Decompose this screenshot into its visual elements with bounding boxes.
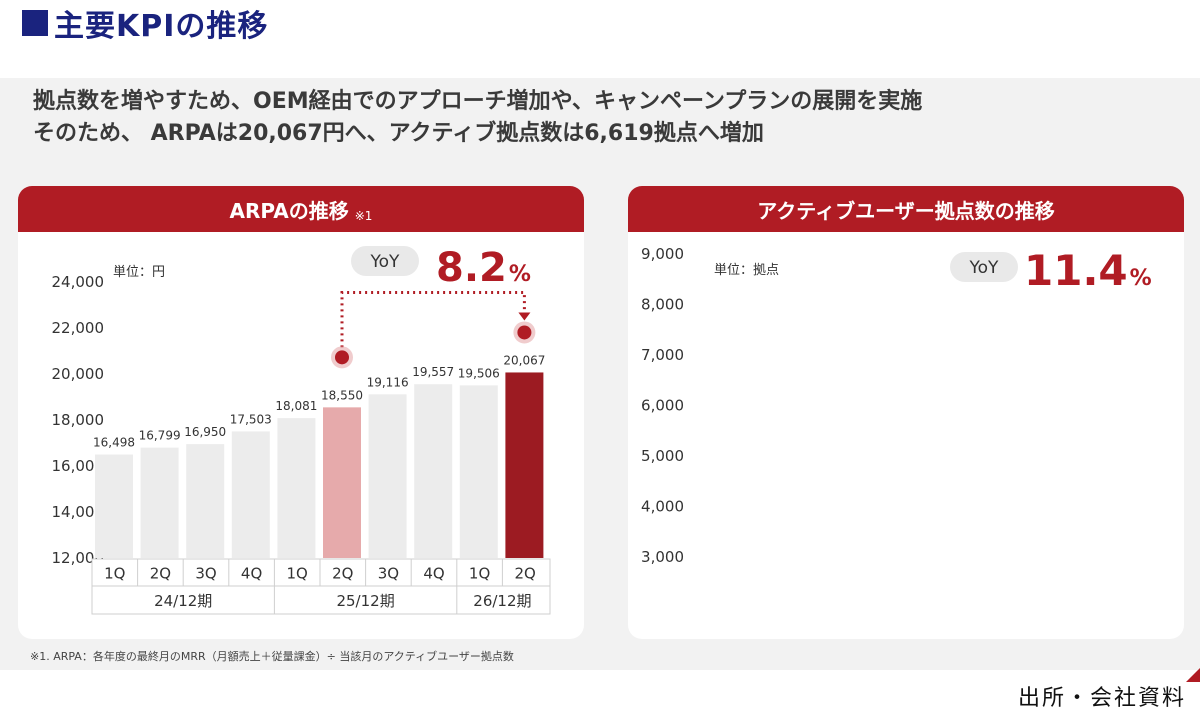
y-tick-label: 4,000 bbox=[641, 498, 684, 516]
bar-value-label: 19,506 bbox=[458, 366, 500, 380]
yoy-unit: % bbox=[509, 262, 531, 287]
bar bbox=[368, 394, 407, 558]
category-label: 1Q bbox=[469, 565, 490, 583]
y-tick-label: 24,000 bbox=[52, 273, 105, 291]
category-label: 3Q bbox=[195, 565, 216, 583]
arpa-bar-chart: 12,000 14,000 16,000 18,000 20,000 22,000 24,0… bbox=[52, 245, 551, 615]
yoy-value: 11.4 bbox=[1024, 246, 1128, 295]
arpa-chart-title-note: ※1 bbox=[354, 209, 373, 223]
y-tick-label: 9,000 bbox=[641, 245, 684, 263]
category-label: 1Q bbox=[104, 565, 125, 583]
y-tick-label: 22,000 bbox=[52, 319, 105, 337]
bar-value-label: 19,557 bbox=[412, 365, 454, 379]
yoy-connector bbox=[340, 290, 526, 348]
yoy-arrowhead bbox=[518, 312, 531, 321]
category-label: 3Q bbox=[378, 565, 399, 583]
yoy-label: YoY bbox=[370, 252, 401, 272]
active-users-bar-chart: 3,000 4,000 5,000 6,000 7,000 8,000 9,000 単位：拠点… bbox=[641, 245, 1152, 566]
source-note: 出所・会社資料 bbox=[1017, 686, 1186, 711]
headline: 拠点数を増やすため、OEM経由でのアプローチ増加や、キャンペーンプランの展開を実… bbox=[33, 86, 1183, 150]
bar bbox=[186, 444, 225, 558]
bar-value-label: 16,498 bbox=[93, 436, 135, 450]
headline-line-2: そのため、 ARPAは20,067円へ、アクティブ拠点数は6,619拠点へ増加 bbox=[33, 121, 764, 146]
active-users-chart-card: アクティブユーザー拠点数の推移 3,000 4,000 5,000 6,000 7,00… bbox=[628, 186, 1184, 639]
bar bbox=[505, 372, 544, 558]
footnote: ※1. ARPA：各年度の最終月のMRR（月額売上＋従量課金）÷ 当該月のアクテ… bbox=[30, 650, 514, 663]
arpa-chart-title: ARPAの推移 bbox=[229, 198, 349, 223]
group-label: 26/12期 bbox=[473, 592, 531, 610]
yoy-value: 8.2 bbox=[436, 245, 507, 291]
y-tick-label: 5,000 bbox=[641, 447, 684, 465]
bar-value-label: 16,950 bbox=[184, 425, 226, 439]
active-users-chart-title: アクティブユーザー拠点数の推移 bbox=[757, 198, 1055, 223]
y-tick-label: 20,000 bbox=[52, 365, 105, 383]
y-tick-label: 8,000 bbox=[641, 296, 684, 314]
group-label: 24/12期 bbox=[154, 592, 212, 610]
yoy-label: YoY bbox=[969, 258, 1000, 278]
page-title: 主要KPIの推移 bbox=[22, 2, 268, 44]
highlight-marker bbox=[335, 350, 349, 365]
bar bbox=[323, 407, 361, 558]
y-tick-label: 14,000 bbox=[52, 503, 105, 521]
headline-line-1: 拠点数を増やすため、OEM経由でのアプローチ増加や、キャンペーンプランの展開を実… bbox=[33, 89, 923, 114]
category-label: 2Q bbox=[515, 565, 536, 583]
yoy-pill bbox=[351, 246, 419, 276]
y-tick-label: 16,000 bbox=[52, 457, 105, 475]
category-label: 2Q bbox=[332, 565, 353, 583]
category-label: 2Q bbox=[150, 565, 171, 583]
category-label: 1Q bbox=[287, 565, 308, 583]
unit-label: 単位：円 bbox=[113, 264, 165, 280]
bar-value-label: 16,799 bbox=[139, 429, 181, 443]
bar bbox=[414, 384, 453, 558]
active-users-chart-header: アクティブユーザー拠点数の推移 bbox=[628, 186, 1184, 232]
unit-label: 単位：拠点 bbox=[714, 262, 779, 278]
y-tick-label: 7,000 bbox=[641, 346, 684, 364]
bar-value-label: 18,550 bbox=[321, 388, 363, 402]
bar bbox=[277, 418, 316, 558]
title-square-icon bbox=[22, 10, 48, 36]
bar-value-label: 17,503 bbox=[230, 412, 272, 426]
yoy-unit: % bbox=[1130, 266, 1152, 291]
y-tick-label: 6,000 bbox=[641, 397, 684, 415]
arpa-chart-card: ARPAの推移 ※1 12,000 14,000 16,000 18,000 20,00… bbox=[18, 186, 584, 639]
arpa-chart-header: ARPAの推移 ※1 bbox=[18, 186, 584, 232]
yoy-pill bbox=[950, 252, 1018, 282]
bar bbox=[231, 431, 270, 558]
page-title-text: 主要KPIの推移 bbox=[54, 9, 269, 44]
highlight-marker bbox=[517, 325, 532, 340]
bar bbox=[140, 447, 179, 558]
y-tick-label: 3,000 bbox=[641, 548, 684, 566]
bar-value-label: 18,081 bbox=[275, 399, 317, 413]
corner-accent bbox=[1186, 668, 1200, 682]
bar bbox=[95, 454, 133, 558]
y-tick-label: 18,000 bbox=[52, 411, 105, 429]
bar bbox=[459, 385, 498, 558]
category-label: 4Q bbox=[423, 565, 444, 583]
group-label: 25/12期 bbox=[336, 592, 394, 610]
y-tick-label: 12,000 bbox=[52, 549, 105, 567]
bar-value-label: 19,116 bbox=[367, 375, 409, 389]
category-label: 4Q bbox=[241, 565, 262, 583]
bar-value-label: 20,067 bbox=[503, 353, 545, 367]
